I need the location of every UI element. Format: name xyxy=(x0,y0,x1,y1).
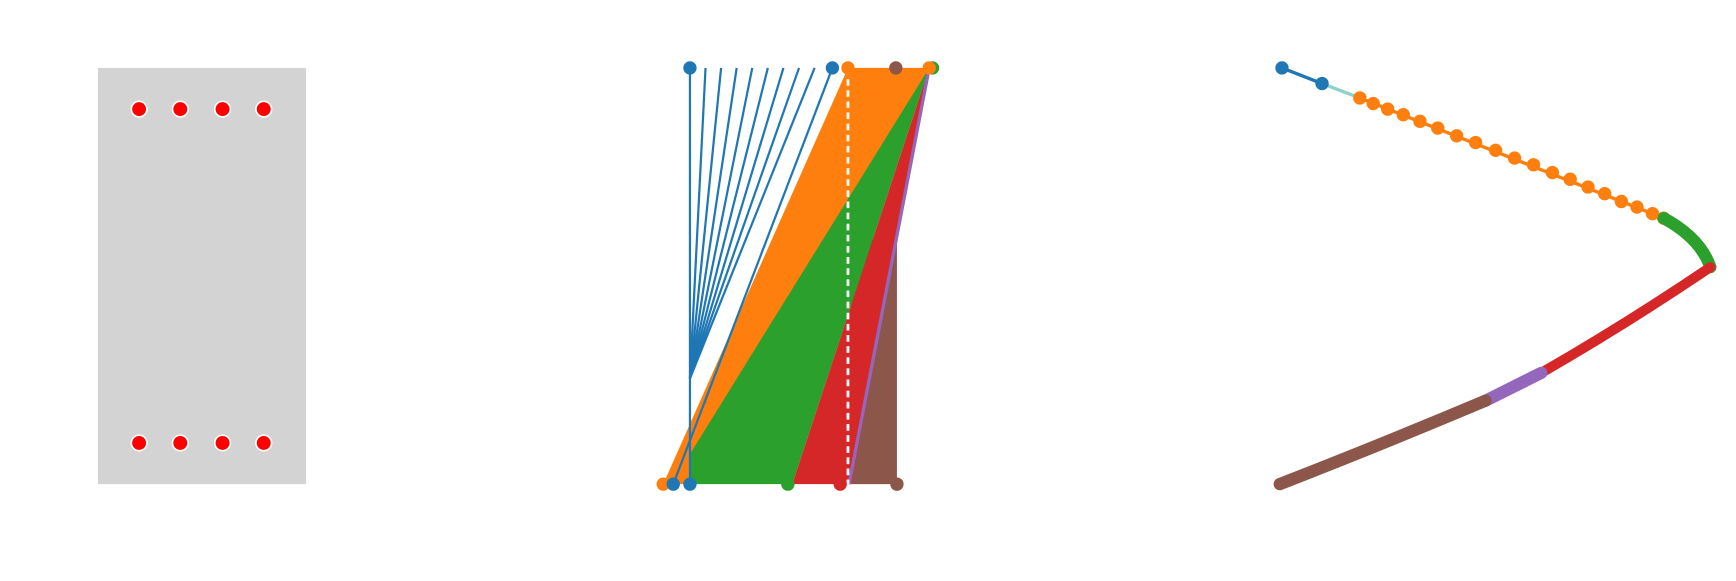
bar xyxy=(213,100,232,118)
green-region xyxy=(689,67,930,485)
point xyxy=(683,477,697,491)
point xyxy=(1450,129,1464,143)
stroke xyxy=(869,67,885,125)
bar xyxy=(213,434,232,452)
curve-red xyxy=(1536,262,1716,378)
point xyxy=(1396,107,1410,122)
point xyxy=(890,477,904,491)
curve-panel xyxy=(1273,61,1717,491)
point xyxy=(1614,194,1629,209)
point xyxy=(825,61,840,75)
curve-link xyxy=(1320,81,1362,100)
point xyxy=(656,477,670,491)
diagram-points xyxy=(656,61,940,491)
blue-fan xyxy=(672,67,834,485)
point xyxy=(1488,143,1503,157)
stroke xyxy=(878,67,894,118)
stroke xyxy=(856,67,867,140)
red-region xyxy=(792,67,930,485)
stroke xyxy=(688,67,801,379)
point xyxy=(1563,172,1577,186)
point xyxy=(1413,114,1427,129)
orange-region xyxy=(663,67,930,485)
curve-brown xyxy=(1273,394,1492,491)
purple-line xyxy=(847,67,931,485)
bar xyxy=(130,434,148,452)
point xyxy=(922,61,936,75)
point xyxy=(1431,121,1445,135)
stroke xyxy=(907,67,920,90)
point xyxy=(1645,207,1660,221)
diagram-panel xyxy=(656,61,940,491)
point xyxy=(841,61,855,75)
stroke xyxy=(896,67,912,101)
stroke xyxy=(862,67,876,132)
curve-orange-points xyxy=(1353,91,1671,225)
point xyxy=(833,477,847,491)
bar xyxy=(130,100,148,118)
point xyxy=(781,477,795,491)
stroke xyxy=(851,67,858,145)
stroke xyxy=(672,67,834,485)
stroke xyxy=(688,67,723,379)
curve-point xyxy=(1275,61,1289,75)
bars xyxy=(130,100,273,452)
point xyxy=(1545,165,1560,180)
point xyxy=(1381,102,1395,116)
point xyxy=(1366,96,1380,111)
stroke xyxy=(688,67,785,379)
stroke xyxy=(688,67,769,379)
point xyxy=(889,61,903,75)
section-panel xyxy=(97,67,307,485)
point xyxy=(1507,151,1522,165)
stroke xyxy=(688,67,754,379)
point xyxy=(1468,135,1483,150)
section-outline xyxy=(97,67,307,485)
curve-purple xyxy=(1479,366,1548,407)
point xyxy=(683,61,697,75)
stroke xyxy=(688,67,816,379)
stroke xyxy=(688,67,738,379)
stroke xyxy=(887,67,903,110)
point xyxy=(1581,180,1595,194)
point xyxy=(1526,158,1541,172)
bar xyxy=(171,100,189,118)
bar xyxy=(255,434,273,452)
point xyxy=(1353,91,1367,105)
curve-blue xyxy=(1280,66,1324,86)
point xyxy=(666,477,680,491)
point xyxy=(1598,187,1612,201)
bar xyxy=(171,434,189,452)
bar xyxy=(255,100,273,118)
curve-point xyxy=(1315,76,1329,91)
curve-green xyxy=(1657,212,1717,274)
point xyxy=(1630,200,1644,214)
stroke xyxy=(688,67,707,379)
